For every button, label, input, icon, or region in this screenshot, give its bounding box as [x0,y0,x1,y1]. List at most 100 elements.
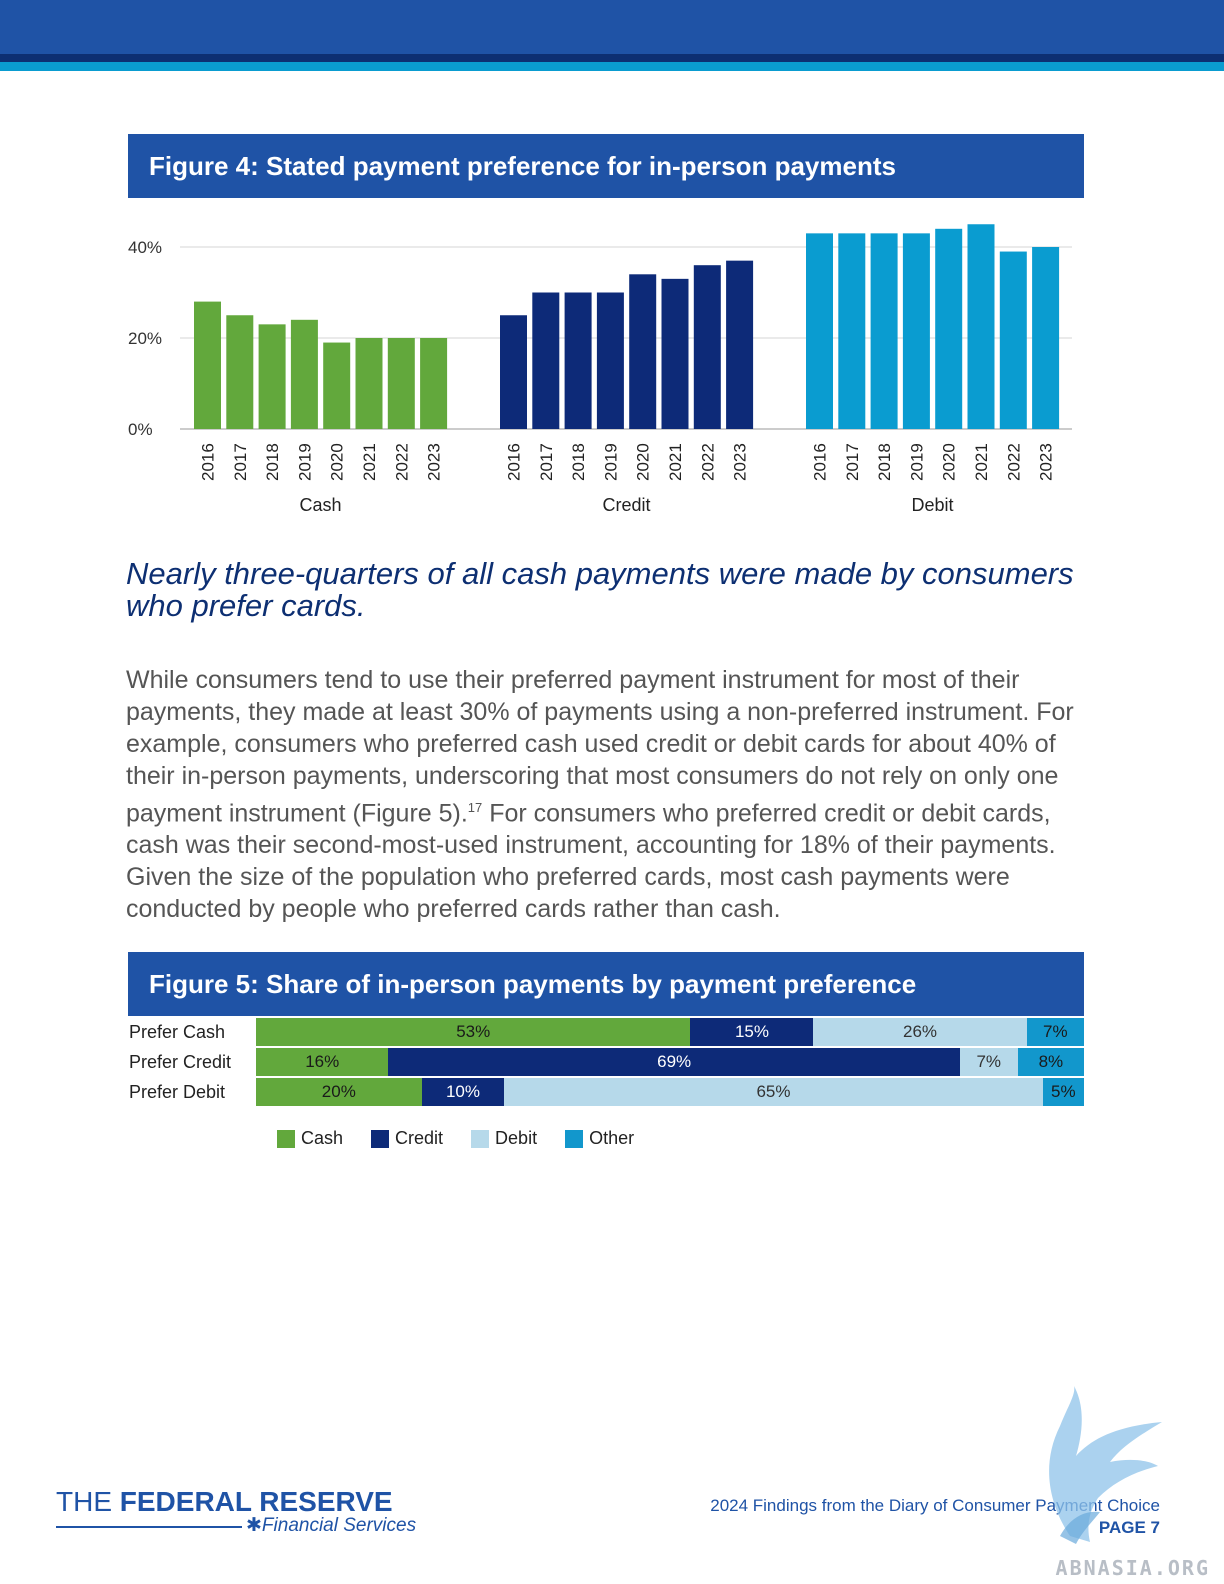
stacked-bar: 20% 10% 65% 5% [256,1078,1084,1106]
x-tick-year: 2016 [505,443,524,481]
y-tick-label: 20% [128,329,162,348]
x-tick-year: 2016 [199,443,218,481]
body-text-part1: While consumers tend to use their prefer… [126,666,1074,828]
segment-debit: 26% [813,1018,1027,1046]
top-band-accent [0,62,1224,71]
segment-debit: 65% [504,1078,1043,1106]
x-tick-year: 2018 [569,443,588,481]
group-label-debit: Debit [912,495,954,515]
x-tick-year: 2023 [1037,443,1056,481]
legend-swatch [371,1129,390,1148]
row-label: Prefer Credit [129,1052,232,1072]
figure-4-title: Figure 4: Stated payment preference for … [128,134,1084,198]
bar-cash-2018 [258,324,286,429]
x-tick-year: 2023 [425,443,444,481]
legend-item-credit: Credit [371,1128,443,1149]
segment-cash: 16% [256,1048,389,1076]
bar-credit-2022 [693,265,721,429]
figure-5-legend: Cash Credit Debit Other [277,1128,634,1149]
bar-cash-2022 [387,338,415,429]
bar-cash-2016 [194,301,221,429]
federal-reserve-logo: THE FEDERAL RESERVE ✱Financial Services [56,1486,416,1536]
group-label-credit: Credit [603,495,651,515]
row-label: Prefer Debit [129,1082,226,1102]
x-tick-year: 2022 [392,443,411,481]
legend-swatch [277,1129,295,1148]
legend-swatch [471,1129,490,1148]
figure-5-title: Figure 5: Share of in-person payments by… [128,952,1084,1016]
top-band [0,0,1224,54]
bar-cash-2021 [355,338,383,429]
segment-other: 8% [1017,1048,1084,1076]
figure-4-chart: 0% 20% 40% 2016 2017 2018 2019 2020 2021 2022 2023… [128,224,1072,515]
x-tick-year: 2023 [731,443,750,481]
bar-debit-2016 [806,233,833,429]
x-tick-year: 2019 [601,443,620,481]
segment-debit: 7% [959,1048,1018,1076]
segment-other: 5% [1042,1078,1084,1106]
x-tick-year: 2017 [231,443,250,481]
report-title: 2024 Findings from the Diary of Consumer… [710,1496,1160,1515]
bar-cash-2017 [226,315,254,429]
x-tick-year: 2018 [263,443,282,481]
segment-credit: 69% [388,1048,960,1076]
bar-debit-2021 [967,224,995,429]
legend-label: Debit [495,1128,538,1148]
bar-credit-2019 [596,292,624,429]
bar-cash-2023 [420,338,448,429]
segment-other: 7% [1026,1018,1084,1046]
segment-cash: 53% [256,1018,691,1046]
bar-cash-2020 [323,342,351,429]
logo-federal-reserve: FEDERAL RESERVE [119,1486,393,1517]
x-tick-year: 2021 [972,443,991,481]
x-tick-year: 2020 [328,443,347,481]
body-paragraph: While consumers tend to use their prefer… [126,664,1106,925]
row-label: Prefer Cash [129,1022,226,1042]
legend-swatch [565,1129,584,1148]
group-label-cash: Cash [300,495,342,515]
body-text-part2: For consumers who preferred credit or de… [126,799,1056,924]
x-tick-year: 2020 [940,443,959,481]
bar-credit-2021 [661,278,689,429]
watermark-text: ABNASIA.ORG [1055,1556,1210,1580]
x-tick-year: 2017 [843,443,862,481]
bar-debit-2019 [902,233,930,429]
x-tick-year: 2017 [537,443,556,481]
bar-debit-2022 [999,251,1027,429]
bar-debit-2020 [935,228,963,429]
x-tick-year: 2021 [666,443,685,481]
legend-item-cash: Cash [277,1128,343,1149]
x-tick-year: 2022 [1004,443,1023,481]
bar-credit-2017 [532,292,560,429]
bar-credit-2023 [726,260,754,429]
legend-item-debit: Debit [471,1128,537,1149]
stacked-bar: 53% 15% 26% 7% [256,1018,1084,1046]
legend-label: Other [589,1128,635,1148]
bar-credit-2018 [564,292,592,429]
legend-item-other: Other [565,1128,634,1149]
legend-label: Credit [395,1128,444,1148]
stacked-bar: 16% 69% 7% 8% [256,1048,1084,1076]
x-tick-year: 2021 [360,443,379,481]
logo-rule [56,1526,242,1528]
logo-financial-services: Financial Services [261,1515,417,1536]
segment-credit: 15% [690,1018,814,1046]
bar-credit-2016 [500,315,527,429]
bar-debit-2023 [1032,247,1060,429]
x-tick-year: 2020 [634,443,653,481]
bar-credit-2020 [629,274,657,429]
x-tick-year: 2022 [698,443,717,481]
footnote-ref: 17 [467,800,483,815]
x-tick-year: 2018 [875,443,894,481]
y-tick-label: 40% [128,238,162,257]
bar-debit-2018 [870,233,898,429]
x-tick-year: 2019 [907,443,926,481]
bar-cash-2019 [290,319,318,429]
griffin-watermark-icon [1049,1386,1162,1544]
bar-debit-2017 [838,233,866,429]
y-tick-label: 0% [128,420,153,439]
section-heading: Nearly three-quarters of all cash paymen… [126,556,1074,623]
logo-the: THE [56,1486,120,1517]
x-tick-year: 2019 [295,443,314,481]
x-tick-year: 2016 [811,443,830,481]
